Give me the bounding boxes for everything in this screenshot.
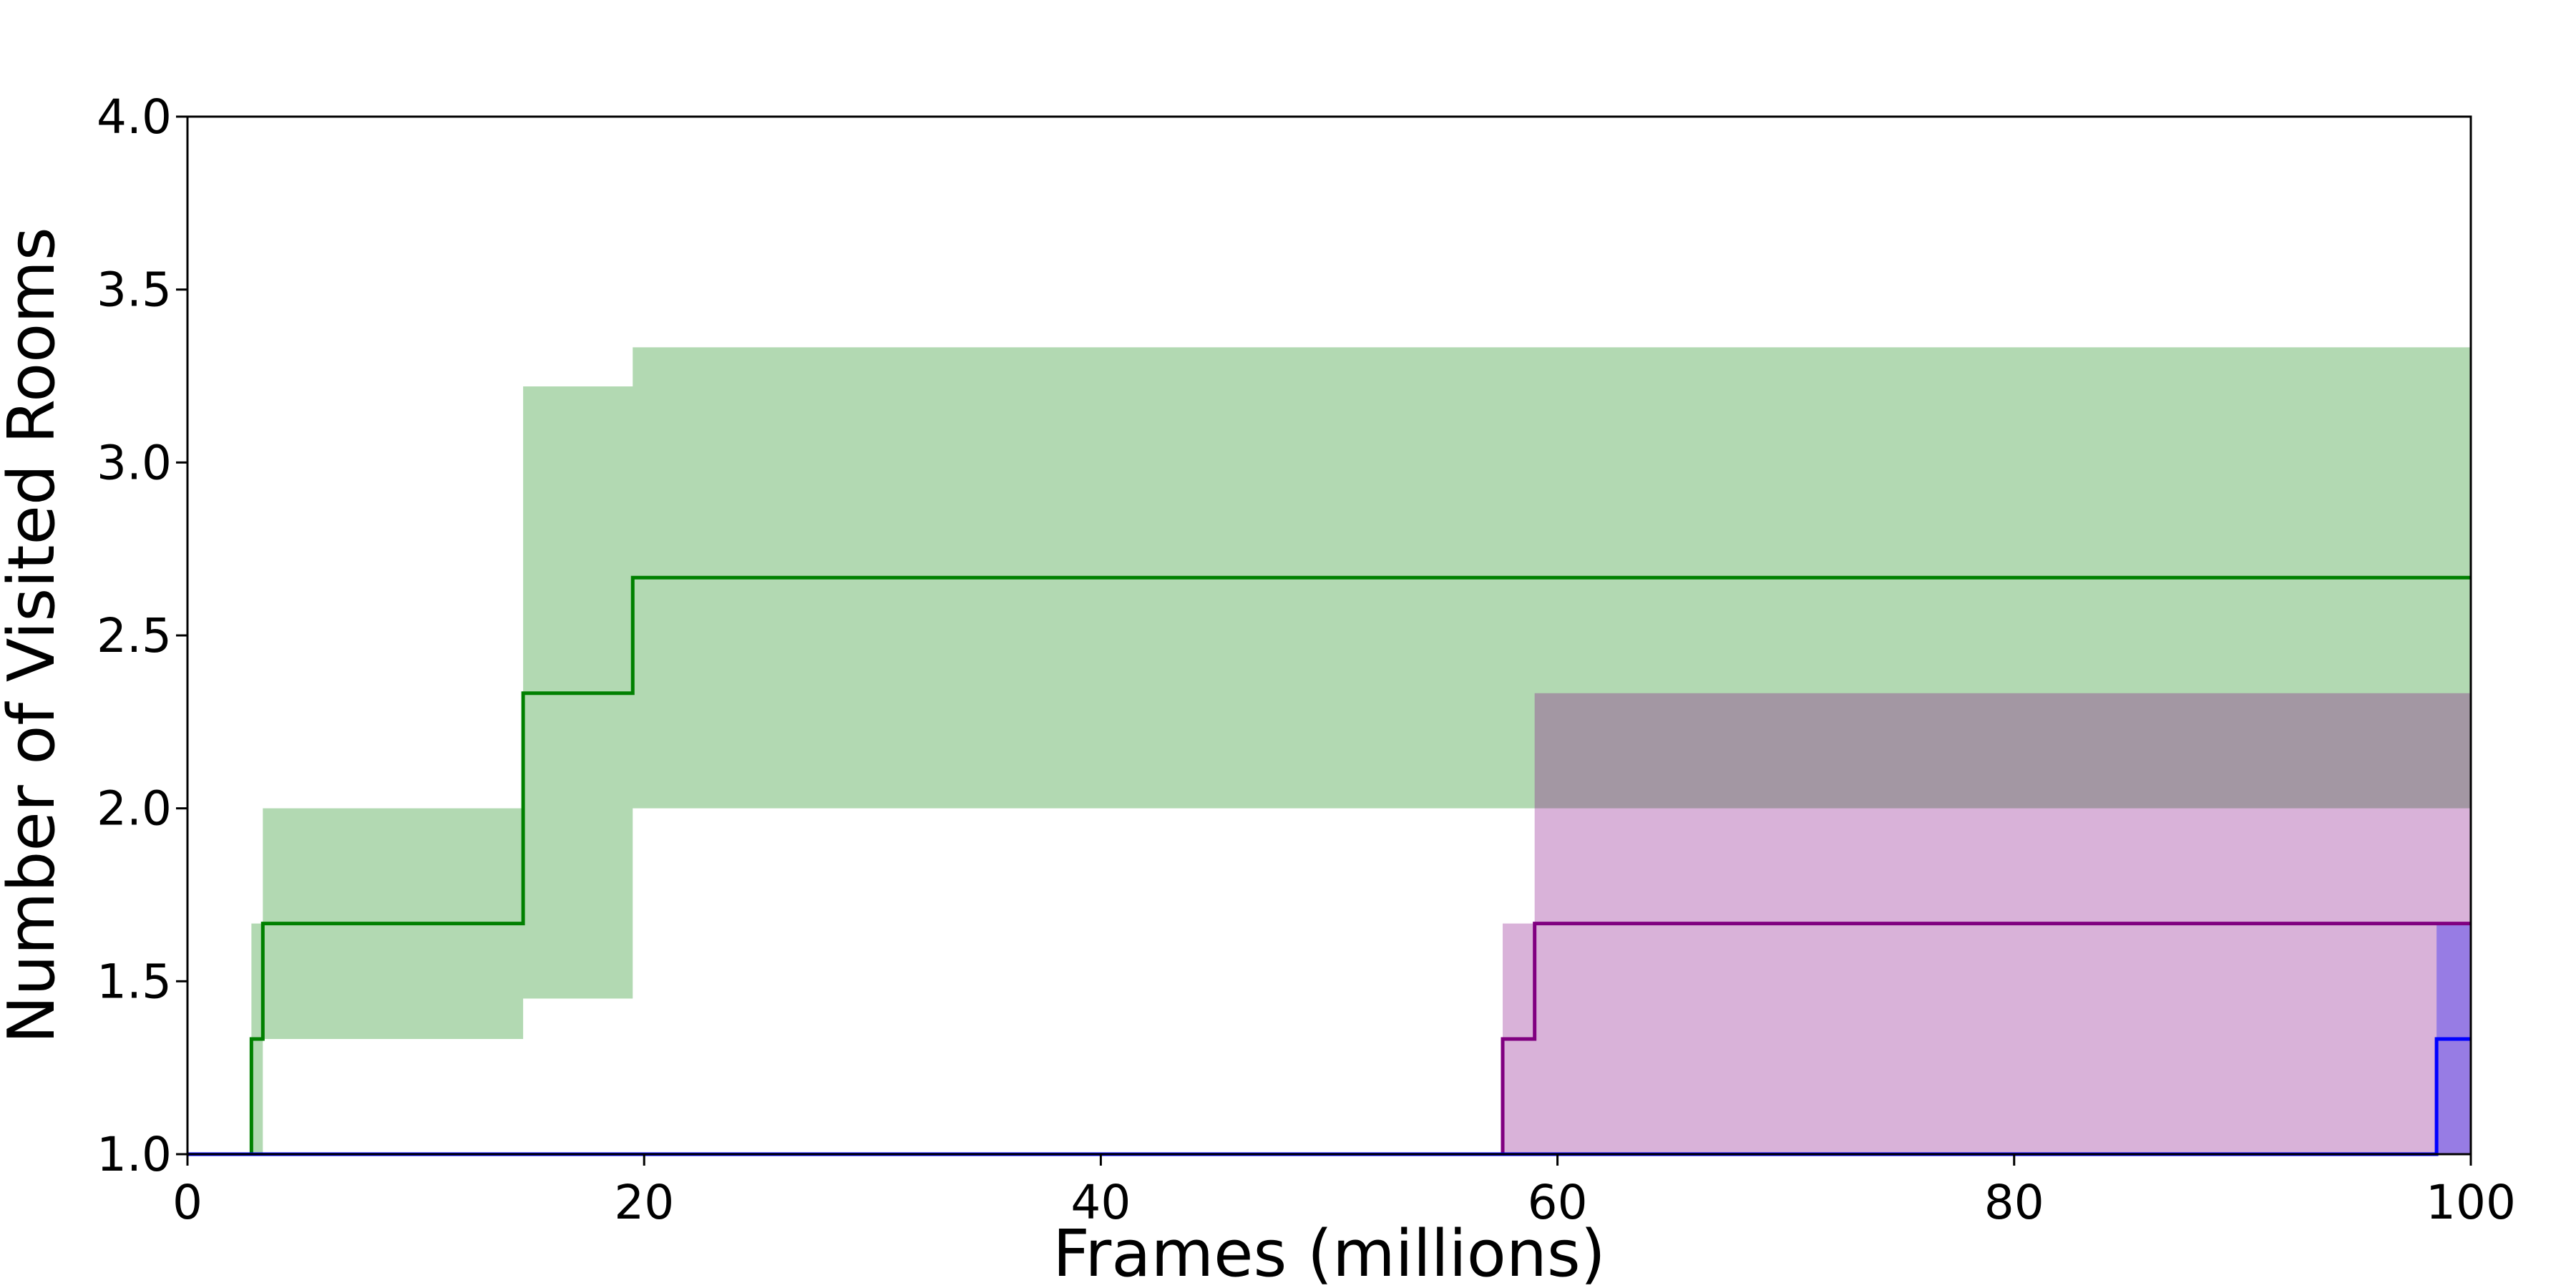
confidence-bands bbox=[187, 347, 2471, 1155]
series-1-band bbox=[187, 693, 2471, 1154]
x-tick-label: 60 bbox=[1528, 1175, 1588, 1230]
y-tick-label: 3.0 bbox=[97, 435, 172, 490]
series-0-band bbox=[187, 347, 2471, 1155]
x-tick-label: 20 bbox=[614, 1175, 674, 1230]
y-tick-label: 3.5 bbox=[97, 263, 172, 318]
x-tick-label: 40 bbox=[1070, 1175, 1131, 1230]
y-axis-ticks: 1.0 1.5 2.0 2.5 3.0 3.5 4.0 bbox=[97, 89, 187, 1182]
x-tick-label: 0 bbox=[172, 1175, 203, 1230]
y-tick-label: 4.0 bbox=[97, 89, 172, 145]
y-axis-title: Number of Visited Rooms bbox=[0, 227, 69, 1044]
series-0-line bbox=[187, 575, 2471, 1156]
y-tick-label: 2.0 bbox=[97, 781, 172, 836]
y-tick-label: 1.0 bbox=[97, 1127, 172, 1182]
y-tick-label: 1.5 bbox=[97, 954, 172, 1009]
x-axis-ticks: 0 20 40 60 80 100 bbox=[172, 1154, 2516, 1230]
x-axis-title: Frames (millions) bbox=[1053, 1216, 1606, 1288]
x-tick-label: 80 bbox=[1984, 1175, 2044, 1230]
x-tick-label: 100 bbox=[2426, 1175, 2516, 1230]
y-tick-label: 2.5 bbox=[97, 608, 172, 663]
